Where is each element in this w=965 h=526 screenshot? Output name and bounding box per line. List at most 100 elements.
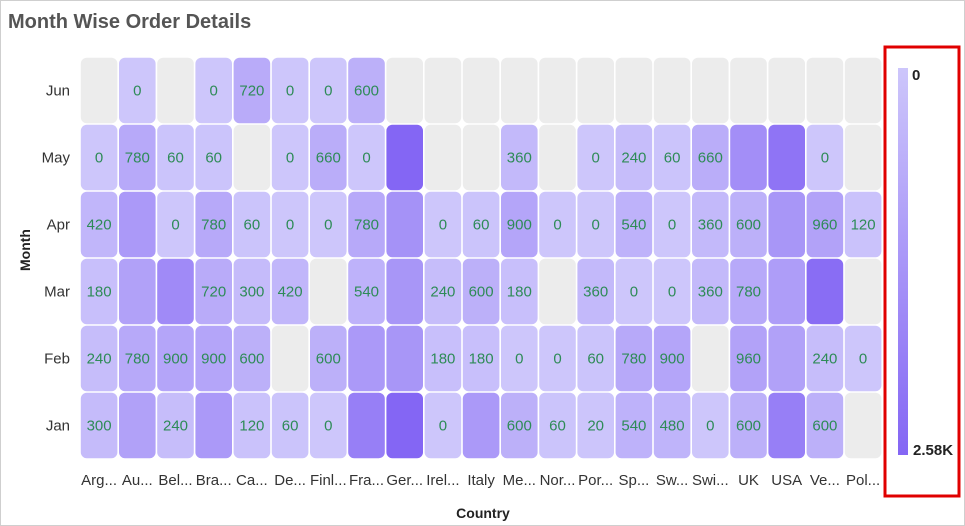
heatmap-cell[interactable] <box>844 392 882 459</box>
heatmap-cell[interactable] <box>271 124 309 191</box>
heatmap-cell[interactable] <box>195 124 232 191</box>
heatmap-cell[interactable] <box>271 392 309 459</box>
heatmap-cell[interactable] <box>233 258 271 325</box>
heatmap-cell[interactable] <box>539 392 576 459</box>
heatmap-cell[interactable] <box>462 325 500 392</box>
heatmap-cell[interactable] <box>768 57 805 124</box>
heatmap-cell[interactable] <box>615 124 653 191</box>
heatmap-cell[interactable] <box>424 124 462 191</box>
heatmap-cell[interactable] <box>730 124 767 191</box>
heatmap-cell[interactable] <box>501 57 538 124</box>
heatmap-cell[interactable] <box>271 325 309 392</box>
heatmap-cell[interactable] <box>806 258 844 325</box>
heatmap-cell[interactable] <box>653 258 691 325</box>
heatmap-cell[interactable] <box>768 258 805 325</box>
heatmap-cell[interactable] <box>195 191 232 258</box>
heatmap-cell[interactable] <box>501 325 538 392</box>
heatmap-cell[interactable] <box>80 325 118 392</box>
heatmap-cell[interactable] <box>348 124 385 191</box>
heatmap-cell[interactable] <box>539 325 576 392</box>
heatmap-cell[interactable] <box>386 57 423 124</box>
heatmap-cell[interactable] <box>424 325 462 392</box>
heatmap-cell[interactable] <box>615 325 653 392</box>
heatmap-cell[interactable] <box>615 57 653 124</box>
heatmap-cell[interactable] <box>119 124 156 191</box>
heatmap-cell[interactable] <box>653 191 691 258</box>
heatmap-cell[interactable] <box>501 191 538 258</box>
heatmap-cell[interactable] <box>348 191 385 258</box>
heatmap-cell[interactable] <box>195 392 232 459</box>
heatmap-cell[interactable] <box>310 258 347 325</box>
heatmap-cell[interactable] <box>310 325 347 392</box>
heatmap-cell[interactable] <box>424 57 462 124</box>
heatmap-cell[interactable] <box>271 258 309 325</box>
heatmap-cell[interactable] <box>768 124 805 191</box>
heatmap-cell[interactable] <box>271 191 309 258</box>
heatmap-cell[interactable] <box>424 191 462 258</box>
heatmap-cell[interactable] <box>844 191 882 258</box>
heatmap-cell[interactable] <box>80 124 118 191</box>
heatmap-cell[interactable] <box>348 57 385 124</box>
heatmap-cell[interactable] <box>844 258 882 325</box>
heatmap-cell[interactable] <box>462 191 500 258</box>
heatmap-cell[interactable] <box>233 124 271 191</box>
heatmap-cell[interactable] <box>577 325 614 392</box>
heatmap-cell[interactable] <box>157 325 194 392</box>
heatmap-cell[interactable] <box>692 325 729 392</box>
heatmap-cell[interactable] <box>462 392 500 459</box>
heatmap-cell[interactable] <box>806 191 844 258</box>
heatmap-cell[interactable] <box>462 124 500 191</box>
heatmap-cell[interactable] <box>386 191 423 258</box>
heatmap-cell[interactable] <box>119 191 156 258</box>
heatmap-cell[interactable] <box>730 325 767 392</box>
heatmap-cell[interactable] <box>233 57 271 124</box>
heatmap-cell[interactable] <box>577 258 614 325</box>
heatmap-cell[interactable] <box>806 124 844 191</box>
heatmap-cell[interactable] <box>80 191 118 258</box>
heatmap-cell[interactable] <box>501 392 538 459</box>
heatmap-cell[interactable] <box>233 392 271 459</box>
heatmap-cell[interactable] <box>768 191 805 258</box>
heatmap-cell[interactable] <box>539 124 576 191</box>
heatmap-cell[interactable] <box>844 57 882 124</box>
heatmap-cell[interactable] <box>348 258 385 325</box>
heatmap-cell[interactable] <box>271 57 309 124</box>
heatmap-cell[interactable] <box>157 258 194 325</box>
heatmap-cell[interactable] <box>692 57 729 124</box>
heatmap-cell[interactable] <box>386 325 423 392</box>
heatmap-cell[interactable] <box>653 392 691 459</box>
heatmap-cell[interactable] <box>119 258 156 325</box>
heatmap-cell[interactable] <box>577 57 614 124</box>
heatmap-cell[interactable] <box>310 392 347 459</box>
heatmap-cell[interactable] <box>692 392 729 459</box>
heatmap-cell[interactable] <box>348 392 385 459</box>
heatmap-cell[interactable] <box>157 191 194 258</box>
heatmap-cell[interactable] <box>768 325 805 392</box>
heatmap-cell[interactable] <box>730 392 767 459</box>
heatmap-cell[interactable] <box>844 325 882 392</box>
heatmap-cell[interactable] <box>424 392 462 459</box>
heatmap-cell[interactable] <box>730 57 767 124</box>
heatmap-cell[interactable] <box>577 124 614 191</box>
heatmap-cell[interactable] <box>730 191 767 258</box>
heatmap-cell[interactable] <box>577 392 614 459</box>
heatmap-cell[interactable] <box>157 392 194 459</box>
heatmap-cell[interactable] <box>653 57 691 124</box>
heatmap-cell[interactable] <box>462 258 500 325</box>
heatmap-cell[interactable] <box>806 57 844 124</box>
heatmap-cell[interactable] <box>386 124 423 191</box>
heatmap-cell[interactable] <box>844 124 882 191</box>
heatmap-cell[interactable] <box>80 392 118 459</box>
heatmap-cell[interactable] <box>424 258 462 325</box>
heatmap-cell[interactable] <box>80 57 118 124</box>
heatmap-cell[interactable] <box>692 258 729 325</box>
heatmap-cell[interactable] <box>615 258 653 325</box>
heatmap-cell[interactable] <box>233 325 271 392</box>
heatmap-cell[interactable] <box>692 191 729 258</box>
heatmap-cell[interactable] <box>80 258 118 325</box>
heatmap-cell[interactable] <box>653 124 691 191</box>
heatmap-cell[interactable] <box>615 392 653 459</box>
heatmap-cell[interactable] <box>310 124 347 191</box>
heatmap-cell[interactable] <box>119 392 156 459</box>
heatmap-cell[interactable] <box>501 258 538 325</box>
